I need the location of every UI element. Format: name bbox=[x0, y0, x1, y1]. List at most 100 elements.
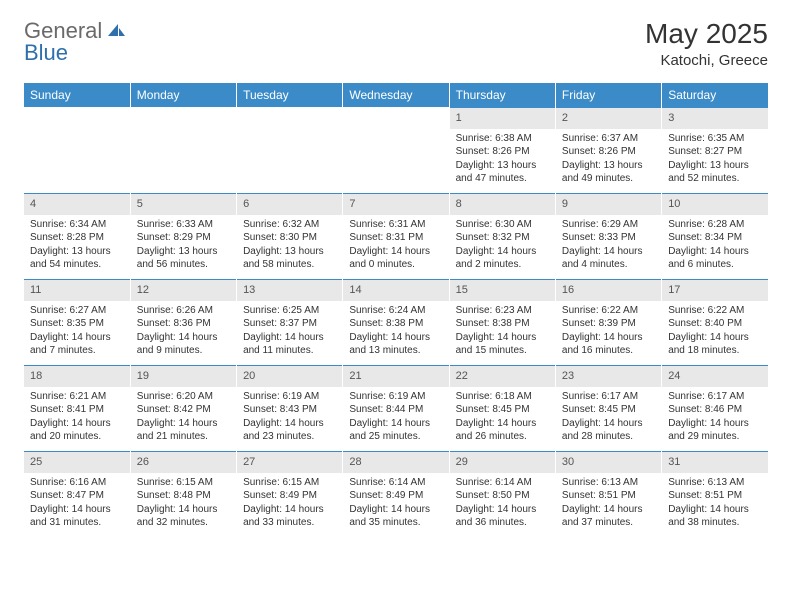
calendar-cell: 1Sunrise: 6:38 AMSunset: 8:26 PMDaylight… bbox=[449, 107, 555, 193]
day-details: Sunrise: 6:25 AMSunset: 8:37 PMDaylight:… bbox=[237, 301, 342, 362]
calendar-cell: 26Sunrise: 6:15 AMSunset: 8:48 PMDayligh… bbox=[130, 451, 236, 537]
calendar-cell: 6Sunrise: 6:32 AMSunset: 8:30 PMDaylight… bbox=[237, 193, 343, 279]
day-details: Sunrise: 6:13 AMSunset: 8:51 PMDaylight:… bbox=[662, 473, 768, 534]
calendar-cell: 12Sunrise: 6:26 AMSunset: 8:36 PMDayligh… bbox=[130, 279, 236, 365]
day-number: 1 bbox=[450, 107, 555, 129]
day-details: Sunrise: 6:31 AMSunset: 8:31 PMDaylight:… bbox=[343, 215, 448, 276]
day-details: Sunrise: 6:22 AMSunset: 8:39 PMDaylight:… bbox=[556, 301, 661, 362]
day-number: 13 bbox=[237, 279, 342, 301]
calendar-cell: 7Sunrise: 6:31 AMSunset: 8:31 PMDaylight… bbox=[343, 193, 449, 279]
brand-sail-icon bbox=[106, 18, 126, 44]
day-details: Sunrise: 6:30 AMSunset: 8:32 PMDaylight:… bbox=[450, 215, 555, 276]
day-details: Sunrise: 6:27 AMSunset: 8:35 PMDaylight:… bbox=[24, 301, 130, 362]
day-details: Sunrise: 6:28 AMSunset: 8:34 PMDaylight:… bbox=[662, 215, 768, 276]
day-details: Sunrise: 6:37 AMSunset: 8:26 PMDaylight:… bbox=[556, 129, 661, 190]
day-details: Sunrise: 6:23 AMSunset: 8:38 PMDaylight:… bbox=[450, 301, 555, 362]
calendar-cell: 22Sunrise: 6:18 AMSunset: 8:45 PMDayligh… bbox=[449, 365, 555, 451]
calendar-row: 11Sunrise: 6:27 AMSunset: 8:35 PMDayligh… bbox=[24, 279, 768, 365]
day-number: 7 bbox=[343, 193, 448, 215]
calendar-cell bbox=[237, 107, 343, 193]
day-details: Sunrise: 6:16 AMSunset: 8:47 PMDaylight:… bbox=[24, 473, 130, 534]
day-number: 16 bbox=[556, 279, 661, 301]
day-number: 20 bbox=[237, 365, 342, 387]
day-number: 2 bbox=[556, 107, 661, 129]
calendar-cell: 15Sunrise: 6:23 AMSunset: 8:38 PMDayligh… bbox=[449, 279, 555, 365]
calendar-cell: 5Sunrise: 6:33 AMSunset: 8:29 PMDaylight… bbox=[130, 193, 236, 279]
day-number: 27 bbox=[237, 451, 342, 473]
day-number: 21 bbox=[343, 365, 448, 387]
weekday-header: Friday bbox=[555, 83, 661, 107]
weekday-header: Thursday bbox=[449, 83, 555, 107]
day-details: Sunrise: 6:17 AMSunset: 8:45 PMDaylight:… bbox=[556, 387, 661, 448]
calendar-cell: 23Sunrise: 6:17 AMSunset: 8:45 PMDayligh… bbox=[555, 365, 661, 451]
day-details: Sunrise: 6:17 AMSunset: 8:46 PMDaylight:… bbox=[662, 387, 768, 448]
day-details: Sunrise: 6:14 AMSunset: 8:50 PMDaylight:… bbox=[450, 473, 555, 534]
day-details: Sunrise: 6:15 AMSunset: 8:49 PMDaylight:… bbox=[237, 473, 342, 534]
title-block: May 2025 Katochi, Greece bbox=[645, 18, 768, 69]
day-details: Sunrise: 6:21 AMSunset: 8:41 PMDaylight:… bbox=[24, 387, 130, 448]
day-details: Sunrise: 6:32 AMSunset: 8:30 PMDaylight:… bbox=[237, 215, 342, 276]
weekday-row: SundayMondayTuesdayWednesdayThursdayFrid… bbox=[24, 83, 768, 107]
day-details: Sunrise: 6:15 AMSunset: 8:48 PMDaylight:… bbox=[131, 473, 236, 534]
header: General May 2025 Katochi, Greece bbox=[24, 18, 768, 69]
calendar-body: 1Sunrise: 6:38 AMSunset: 8:26 PMDaylight… bbox=[24, 107, 768, 537]
day-details: Sunrise: 6:38 AMSunset: 8:26 PMDaylight:… bbox=[450, 129, 555, 190]
calendar-cell: 25Sunrise: 6:16 AMSunset: 8:47 PMDayligh… bbox=[24, 451, 130, 537]
calendar-cell: 29Sunrise: 6:14 AMSunset: 8:50 PMDayligh… bbox=[449, 451, 555, 537]
day-details: Sunrise: 6:20 AMSunset: 8:42 PMDaylight:… bbox=[131, 387, 236, 448]
month-title: May 2025 bbox=[645, 18, 768, 50]
calendar-cell: 20Sunrise: 6:19 AMSunset: 8:43 PMDayligh… bbox=[237, 365, 343, 451]
day-number: 3 bbox=[662, 107, 768, 129]
calendar-cell: 31Sunrise: 6:13 AMSunset: 8:51 PMDayligh… bbox=[662, 451, 768, 537]
calendar-table: SundayMondayTuesdayWednesdayThursdayFrid… bbox=[24, 83, 768, 537]
day-details: Sunrise: 6:19 AMSunset: 8:43 PMDaylight:… bbox=[237, 387, 342, 448]
calendar-row: 4Sunrise: 6:34 AMSunset: 8:28 PMDaylight… bbox=[24, 193, 768, 279]
day-number: 5 bbox=[131, 193, 236, 215]
calendar-cell: 24Sunrise: 6:17 AMSunset: 8:46 PMDayligh… bbox=[662, 365, 768, 451]
day-details: Sunrise: 6:14 AMSunset: 8:49 PMDaylight:… bbox=[343, 473, 448, 534]
calendar-cell: 2Sunrise: 6:37 AMSunset: 8:26 PMDaylight… bbox=[555, 107, 661, 193]
location-label: Katochi, Greece bbox=[645, 52, 768, 69]
weekday-header: Monday bbox=[130, 83, 236, 107]
calendar-cell: 21Sunrise: 6:19 AMSunset: 8:44 PMDayligh… bbox=[343, 365, 449, 451]
day-number: 31 bbox=[662, 451, 768, 473]
day-number: 22 bbox=[450, 365, 555, 387]
day-details: Sunrise: 6:34 AMSunset: 8:28 PMDaylight:… bbox=[24, 215, 130, 276]
calendar-cell bbox=[343, 107, 449, 193]
calendar-cell: 19Sunrise: 6:20 AMSunset: 8:42 PMDayligh… bbox=[130, 365, 236, 451]
day-details: Sunrise: 6:18 AMSunset: 8:45 PMDaylight:… bbox=[450, 387, 555, 448]
calendar-cell bbox=[130, 107, 236, 193]
day-details: Sunrise: 6:13 AMSunset: 8:51 PMDaylight:… bbox=[556, 473, 661, 534]
day-number: 12 bbox=[131, 279, 236, 301]
calendar-cell: 9Sunrise: 6:29 AMSunset: 8:33 PMDaylight… bbox=[555, 193, 661, 279]
day-details: Sunrise: 6:35 AMSunset: 8:27 PMDaylight:… bbox=[662, 129, 768, 190]
calendar-head: SundayMondayTuesdayWednesdayThursdayFrid… bbox=[24, 83, 768, 107]
calendar-cell: 28Sunrise: 6:14 AMSunset: 8:49 PMDayligh… bbox=[343, 451, 449, 537]
day-number: 9 bbox=[556, 193, 661, 215]
calendar-cell: 16Sunrise: 6:22 AMSunset: 8:39 PMDayligh… bbox=[555, 279, 661, 365]
day-number: 4 bbox=[24, 193, 130, 215]
day-details: Sunrise: 6:24 AMSunset: 8:38 PMDaylight:… bbox=[343, 301, 448, 362]
day-number: 6 bbox=[237, 193, 342, 215]
day-details: Sunrise: 6:33 AMSunset: 8:29 PMDaylight:… bbox=[131, 215, 236, 276]
calendar-cell: 11Sunrise: 6:27 AMSunset: 8:35 PMDayligh… bbox=[24, 279, 130, 365]
day-number: 28 bbox=[343, 451, 448, 473]
day-details: Sunrise: 6:29 AMSunset: 8:33 PMDaylight:… bbox=[556, 215, 661, 276]
day-number: 11 bbox=[24, 279, 130, 301]
calendar-cell: 27Sunrise: 6:15 AMSunset: 8:49 PMDayligh… bbox=[237, 451, 343, 537]
day-number: 26 bbox=[131, 451, 236, 473]
day-number: 24 bbox=[662, 365, 768, 387]
calendar-cell: 10Sunrise: 6:28 AMSunset: 8:34 PMDayligh… bbox=[662, 193, 768, 279]
calendar-cell: 14Sunrise: 6:24 AMSunset: 8:38 PMDayligh… bbox=[343, 279, 449, 365]
day-number: 17 bbox=[662, 279, 768, 301]
calendar-row: 18Sunrise: 6:21 AMSunset: 8:41 PMDayligh… bbox=[24, 365, 768, 451]
day-number: 18 bbox=[24, 365, 130, 387]
calendar-cell: 4Sunrise: 6:34 AMSunset: 8:28 PMDaylight… bbox=[24, 193, 130, 279]
day-number: 8 bbox=[450, 193, 555, 215]
day-number: 10 bbox=[662, 193, 768, 215]
calendar-cell: 13Sunrise: 6:25 AMSunset: 8:37 PMDayligh… bbox=[237, 279, 343, 365]
day-details: Sunrise: 6:22 AMSunset: 8:40 PMDaylight:… bbox=[662, 301, 768, 362]
day-number: 15 bbox=[450, 279, 555, 301]
day-details: Sunrise: 6:19 AMSunset: 8:44 PMDaylight:… bbox=[343, 387, 448, 448]
calendar-row: 25Sunrise: 6:16 AMSunset: 8:47 PMDayligh… bbox=[24, 451, 768, 537]
